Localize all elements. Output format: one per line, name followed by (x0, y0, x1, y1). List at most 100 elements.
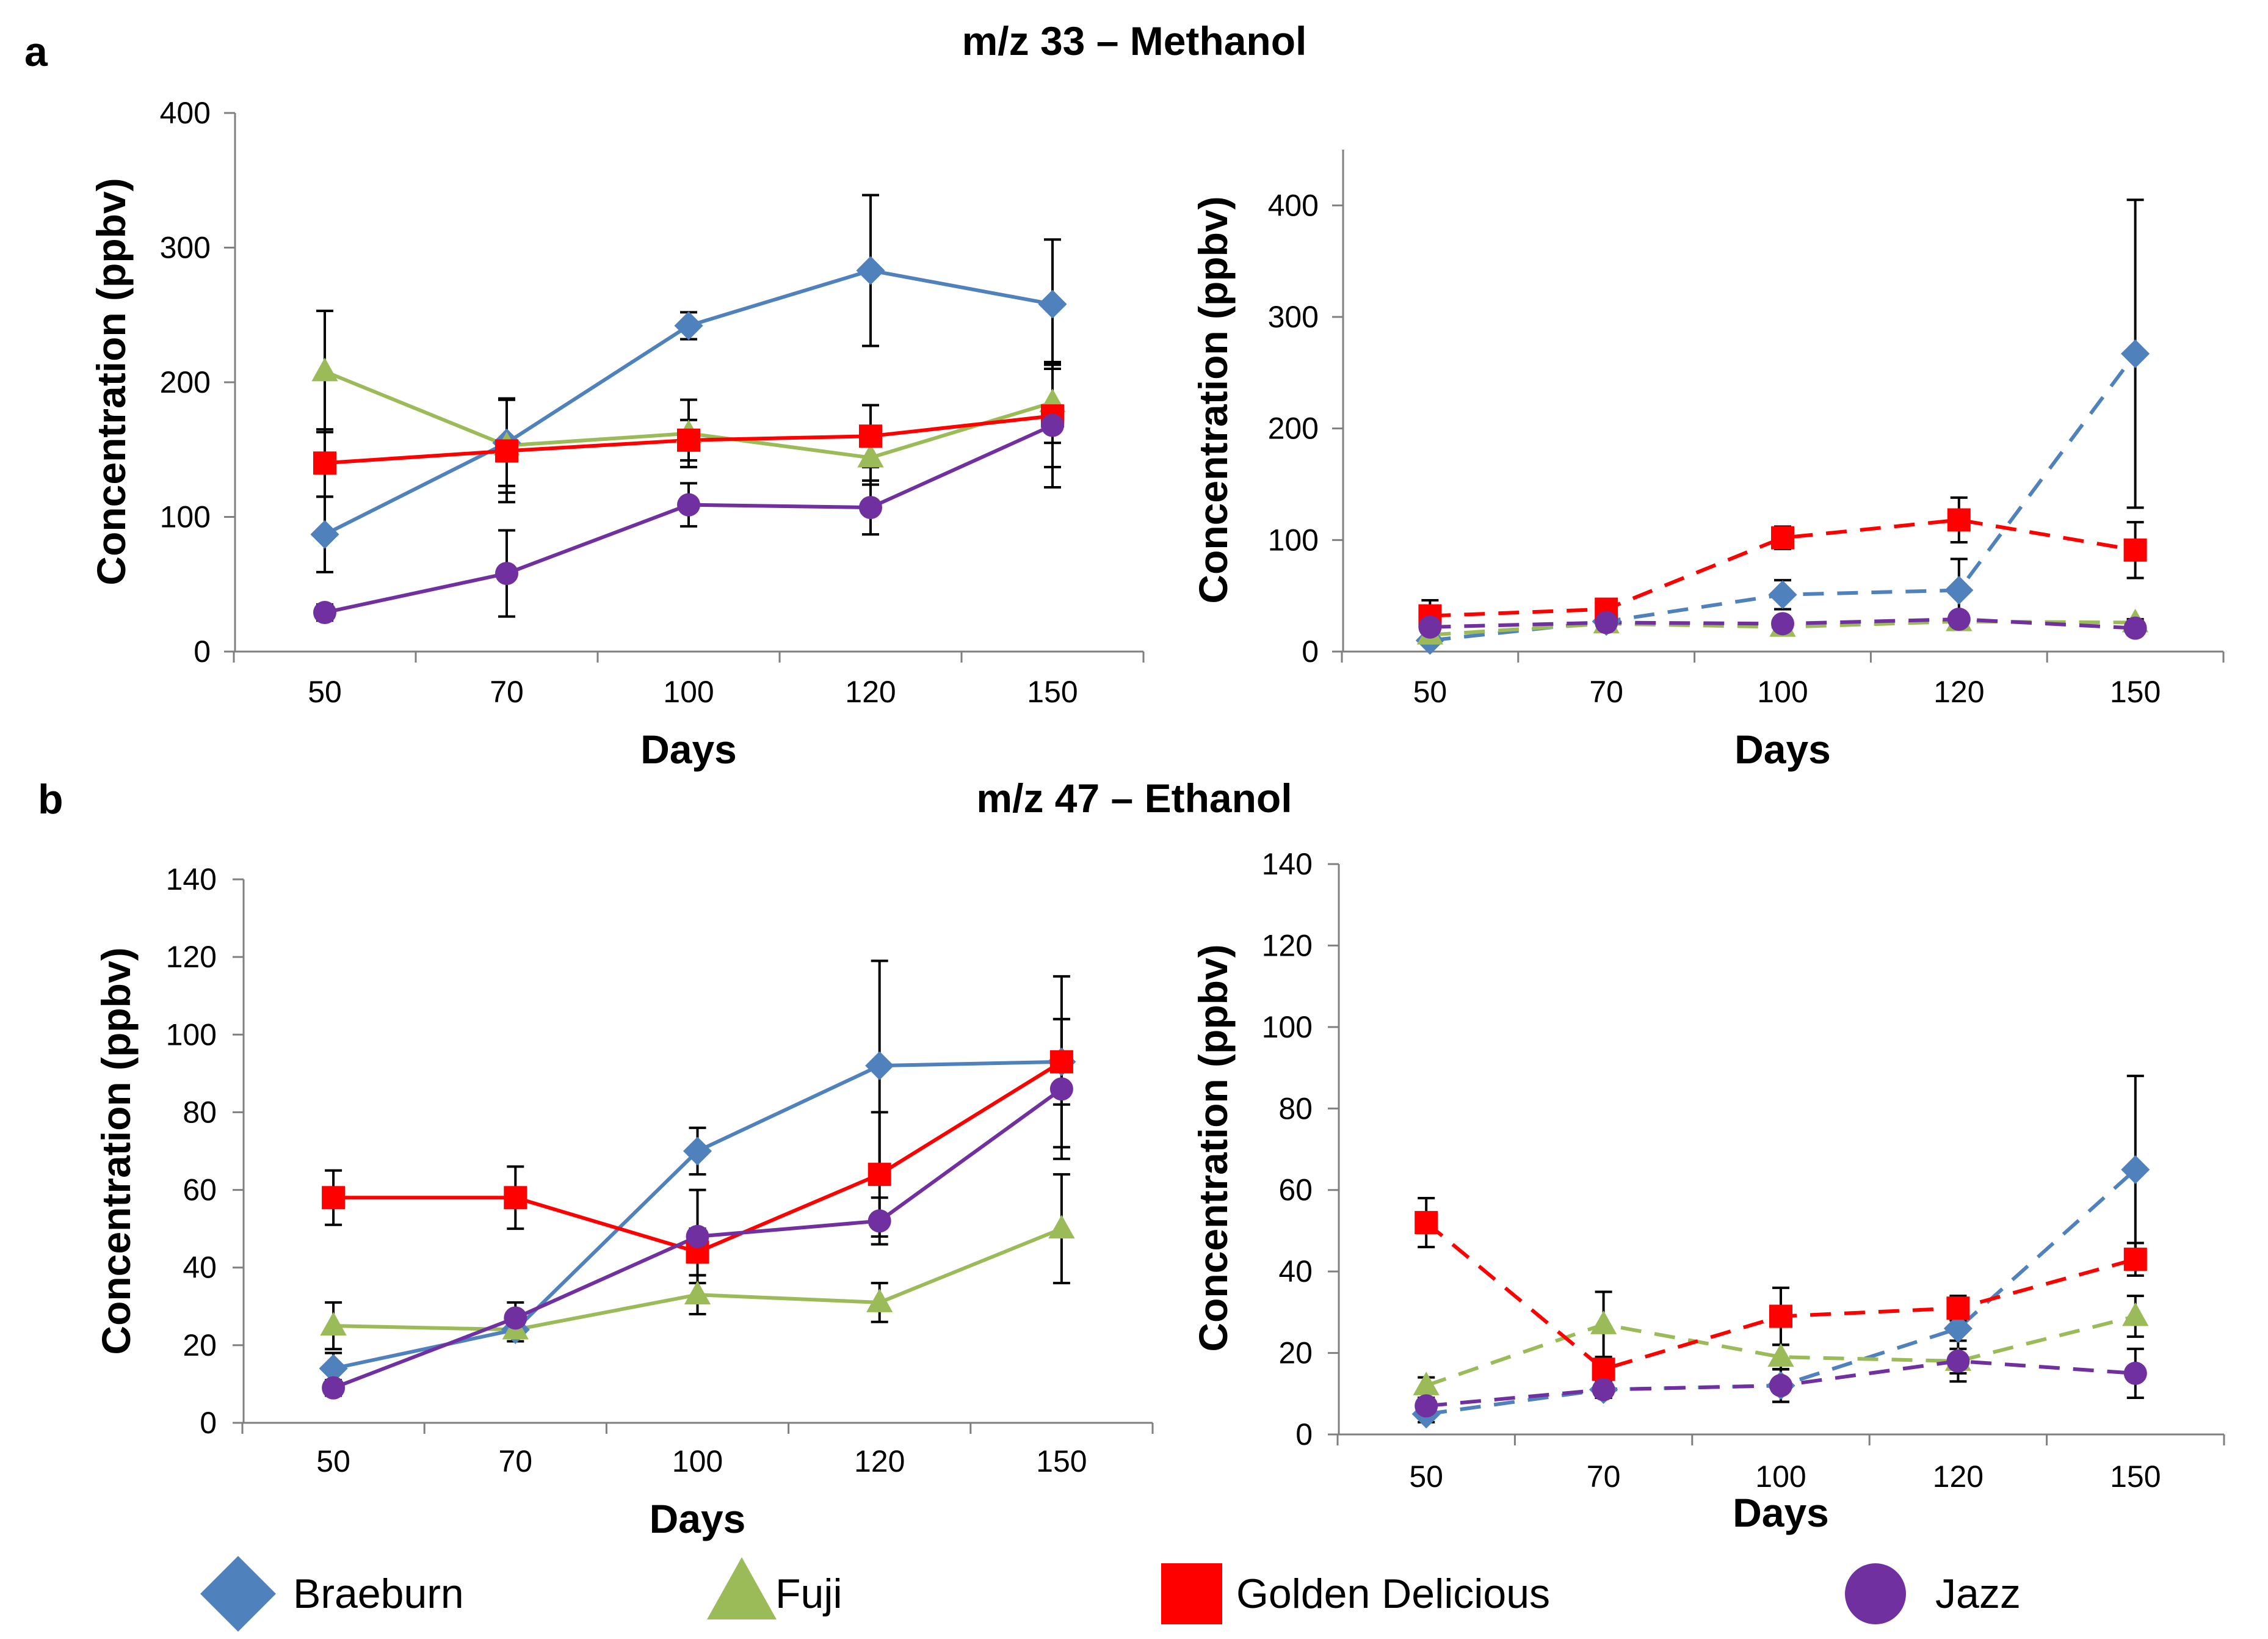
data-point-braeburn (683, 1136, 712, 1166)
data-point-braeburn (1768, 580, 1797, 609)
data-point-fuji (320, 1312, 347, 1336)
y-tick-label: 400 (1268, 188, 1319, 222)
ethanol-left-chart: 0 20 40 60 80 100 120 140 50 70 100 120 150 Days Conce… (93, 862, 1154, 1541)
data-point-jazz (2123, 1361, 2147, 1385)
x-tick-label: 50 (308, 675, 342, 709)
data-point-fuji (857, 443, 884, 468)
data-point-fuji (866, 1288, 893, 1312)
y-tick-label: 80 (1278, 1091, 1313, 1125)
x-axis-title: Days (640, 727, 737, 772)
data-point-jazz (868, 1209, 891, 1233)
x-tick-label: 70 (490, 675, 524, 709)
y-tick-label: 400 (160, 96, 211, 130)
data-point-fuji (2122, 1302, 2149, 1326)
methanol-left-chart: 0 100 200 300 400 50 70 100 120 150 Days Concentrat… (89, 96, 1145, 772)
data-point-braeburn (674, 311, 703, 340)
data-point-golden-delicious (1946, 1296, 1970, 1320)
legend-label: Jazz (1935, 1571, 2021, 1617)
data-point-braeburn (2121, 339, 2150, 368)
panel-a-letter: a (24, 29, 48, 75)
x-tick-label: 70 (1587, 1459, 1621, 1494)
x-tick-label: 100 (663, 675, 714, 709)
y-tick-label: 0 (200, 1406, 217, 1440)
methanol-row-title: m/z 33 – Methanol (962, 18, 1307, 64)
data-point-golden-delicious (2123, 1248, 2147, 1271)
data-point-braeburn (1943, 1314, 1973, 1343)
ethanol-row-title: m/z 47 – Ethanol (976, 776, 1292, 821)
y-tick-label: 300 (160, 231, 211, 265)
y-axis-title: Concentration (ppbv) (1190, 944, 1236, 1351)
data-point-braeburn (865, 1051, 894, 1080)
x-tick-label: 70 (1589, 675, 1623, 709)
x-tick-label: 120 (1933, 1459, 1984, 1494)
data-point-golden-delicious (1771, 526, 1794, 550)
data-point-golden-delicious (2123, 538, 2147, 562)
y-tick-label: 0 (1295, 1417, 1313, 1452)
y-tick-label: 60 (183, 1173, 217, 1207)
series-line-golden-delicious (1430, 518, 2136, 618)
x-tick-label: 120 (854, 1444, 905, 1478)
x-tick-label: 120 (845, 675, 896, 709)
x-tick-label: 100 (672, 1444, 723, 1478)
data-point-braeburn (319, 1354, 348, 1383)
x-tick-label: 150 (1036, 1444, 1087, 1478)
y-tick-label: 140 (1262, 847, 1313, 881)
y-tick-label: 0 (1302, 634, 1319, 669)
data-point-jazz (1041, 413, 1064, 437)
data-point-golden-delicious (313, 451, 336, 475)
data-point-jazz (495, 562, 518, 586)
panel-b-letter: b (38, 776, 63, 823)
y-tick-label: 20 (1278, 1336, 1313, 1370)
data-point-jazz (1771, 612, 1794, 636)
legend-item-jazz: Jazz (1845, 1563, 2021, 1624)
y-tick-label: 120 (166, 940, 217, 974)
data-point-jazz (1592, 1378, 1615, 1401)
y-tick-label: 200 (1268, 412, 1319, 446)
x-tick-label: 120 (1933, 675, 1984, 709)
methanol-right-chart: 0 100 200 300 400 50 70 100 120 150 Days Concentrat… (1190, 150, 2225, 772)
data-point-fuji (1413, 1372, 1440, 1395)
x-axis-title: Days (1734, 727, 1831, 772)
data-point-braeburn (1038, 289, 1067, 319)
data-point-jazz (1415, 1394, 1438, 1418)
x-tick-label: 100 (1757, 675, 1808, 709)
data-point-jazz (322, 1376, 346, 1400)
data-point-jazz (1418, 615, 1442, 639)
data-point-jazz (2123, 616, 2147, 640)
data-point-jazz (1595, 611, 1618, 634)
legend-item-braeburn: Braeburn (200, 1556, 464, 1632)
data-point-golden-delicious (859, 424, 882, 448)
data-point-jazz (859, 496, 882, 520)
legend-marker-braeburn (200, 1556, 276, 1632)
data-point-golden-delicious (1049, 1050, 1073, 1074)
data-point-golden-delicious (322, 1186, 346, 1210)
data-point-fuji (1590, 1310, 1617, 1334)
x-tick-label: 150 (1027, 675, 1078, 709)
legend-marker-fuji (707, 1557, 777, 1619)
y-tick-label: 120 (1262, 928, 1313, 962)
y-tick-label: 80 (183, 1095, 217, 1129)
y-tick-label: 60 (1278, 1173, 1313, 1207)
x-tick-label: 70 (498, 1444, 532, 1478)
y-tick-label: 100 (1268, 523, 1319, 557)
data-point-golden-delicious (868, 1163, 891, 1187)
legend-marker-golden-delicious (1161, 1563, 1222, 1624)
y-tick-label: 20 (183, 1328, 217, 1362)
data-point-jazz (1946, 1349, 1970, 1373)
x-axis-title: Days (1733, 1490, 1829, 1535)
y-tick-label: 40 (1278, 1254, 1313, 1288)
legend-label: Golden Delicious (1236, 1571, 1550, 1617)
data-point-braeburn (2121, 1155, 2150, 1184)
data-point-golden-delicious (1947, 508, 1971, 532)
data-point-jazz (1947, 608, 1971, 631)
y-tick-label: 0 (194, 634, 211, 669)
y-axis-title: Concentration (ppbv) (89, 178, 134, 585)
y-tick-label: 100 (160, 500, 211, 534)
legend-item-fuji: Fuji (707, 1557, 842, 1619)
data-point-jazz (1769, 1373, 1792, 1397)
data-point-braeburn (310, 520, 339, 549)
y-tick-label: 100 (166, 1017, 217, 1052)
y-axis-title: Concentration (ppbv) (1190, 196, 1236, 603)
data-point-jazz (677, 493, 700, 517)
